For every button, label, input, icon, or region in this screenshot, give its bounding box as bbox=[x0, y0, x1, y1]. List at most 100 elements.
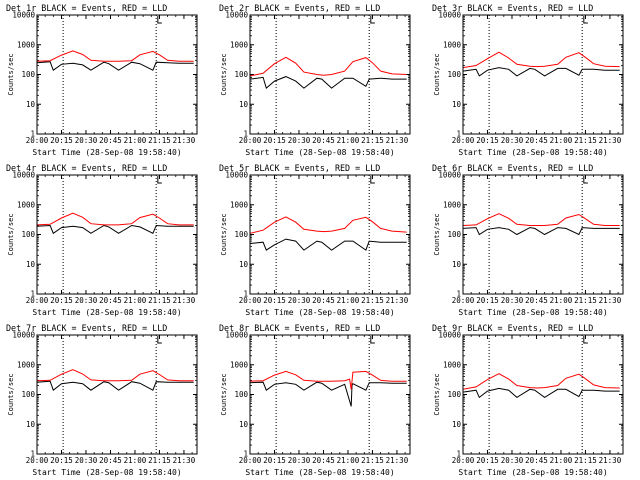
x-tick-label: 20:00 bbox=[26, 296, 49, 305]
x-tick-label: 20:30 bbox=[501, 136, 524, 145]
marker-bracket bbox=[583, 16, 588, 24]
x-tick-label: 20:45 bbox=[99, 296, 122, 305]
y-tick-label: 1000 bbox=[443, 360, 462, 369]
x-tick-label: 21:30 bbox=[386, 296, 409, 305]
x-axis-label: Start Time (28-Sep-08 19:58:40) bbox=[458, 148, 607, 157]
events-series-line bbox=[462, 67, 620, 77]
y-tick-label: 10 bbox=[452, 420, 462, 429]
plot-frame bbox=[462, 14, 624, 135]
x-tick-label: 20:45 bbox=[525, 296, 548, 305]
x-tick-label: 21:00 bbox=[550, 136, 573, 145]
y-axis-label: Counts/sec bbox=[220, 53, 228, 95]
chart-title: Det 3r BLACK = Events, RED = LLD bbox=[432, 3, 593, 13]
lld-series-line bbox=[462, 373, 620, 390]
marker-bracket bbox=[370, 176, 375, 184]
chart-title: Det 1r BLACK = Events, RED = LLD bbox=[6, 3, 167, 13]
x-tick-label: 21:15 bbox=[361, 456, 384, 465]
marker-bracket bbox=[157, 336, 162, 344]
x-tick-label: 21:00 bbox=[124, 136, 147, 145]
y-tick-label: 1 bbox=[30, 450, 35, 459]
x-tick-label: 21:30 bbox=[599, 456, 622, 465]
lld-series-line bbox=[249, 370, 407, 390]
plot-frame bbox=[249, 14, 411, 135]
plot-frame bbox=[36, 174, 198, 295]
chart-title: Det 4r BLACK = Events, RED = LLD bbox=[6, 163, 167, 173]
y-tick-label: 1000 bbox=[17, 200, 36, 209]
chart-panel-3: Det 3r BLACK = Events, RED = LLD Counts/s… bbox=[432, 3, 624, 157]
marker-bracket bbox=[370, 336, 375, 344]
x-tick-label: 20:00 bbox=[26, 456, 49, 465]
y-tick-label: 10000 bbox=[438, 331, 461, 340]
x-tick-label: 20:30 bbox=[288, 136, 311, 145]
x-tick-label: 20:00 bbox=[452, 136, 475, 145]
x-tick-label: 21:00 bbox=[124, 456, 147, 465]
x-tick-label: 21:30 bbox=[386, 136, 409, 145]
marker-bracket bbox=[370, 16, 375, 24]
lld-series-line bbox=[36, 369, 194, 382]
events-series-line bbox=[249, 381, 407, 407]
events-series-line bbox=[36, 61, 194, 71]
x-axis-label: Start Time (28-Sep-08 19:58:40) bbox=[245, 308, 394, 317]
chart-panel-4: Det 4r BLACK = Events, RED = LLD Counts/s… bbox=[6, 163, 198, 317]
x-tick-label: 21:00 bbox=[550, 456, 573, 465]
y-tick-label: 10000 bbox=[12, 331, 35, 340]
y-tick-label: 10 bbox=[239, 100, 249, 109]
y-axis-label: Counts/sec bbox=[7, 53, 15, 95]
x-tick-label: 20:30 bbox=[501, 296, 524, 305]
x-tick-label: 21:15 bbox=[148, 296, 171, 305]
y-tick-label: 10000 bbox=[225, 331, 248, 340]
x-axis-label: Start Time (28-Sep-08 19:58:40) bbox=[32, 148, 181, 157]
events-series-line bbox=[249, 238, 407, 251]
y-tick-label: 10000 bbox=[438, 171, 461, 180]
events-series-line bbox=[462, 387, 620, 399]
chart-title: Det 5r BLACK = Events, RED = LLD bbox=[219, 163, 380, 173]
x-tick-label: 21:15 bbox=[574, 456, 597, 465]
chart-panel-1: Det 1r BLACK = Events, RED = LLD Counts/s… bbox=[6, 3, 198, 157]
y-tick-label: 100 bbox=[234, 390, 248, 399]
chart-title: Det 7r BLACK = Events, RED = LLD bbox=[6, 323, 167, 333]
x-tick-label: 20:30 bbox=[75, 456, 98, 465]
plot-frame bbox=[249, 174, 411, 295]
x-tick-label: 20:30 bbox=[288, 296, 311, 305]
y-tick-label: 100 bbox=[21, 390, 35, 399]
y-tick-label: 1 bbox=[30, 290, 35, 299]
chart-title: Det 8r BLACK = Events, RED = LLD bbox=[219, 323, 380, 333]
x-tick-label: 20:15 bbox=[476, 296, 499, 305]
x-tick-label: 20:45 bbox=[312, 136, 335, 145]
y-axis-label: Counts/sec bbox=[7, 373, 15, 415]
lld-series-line bbox=[249, 56, 407, 77]
x-tick-label: 20:15 bbox=[476, 456, 499, 465]
x-tick-label: 20:00 bbox=[239, 296, 262, 305]
x-axis-label: Start Time (28-Sep-08 19:58:40) bbox=[32, 308, 181, 317]
x-tick-label: 21:30 bbox=[599, 296, 622, 305]
y-tick-label: 10 bbox=[26, 260, 36, 269]
events-series-line bbox=[36, 224, 194, 235]
y-tick-label: 1 bbox=[456, 450, 461, 459]
plot-frame bbox=[249, 334, 411, 455]
plot-frame bbox=[462, 334, 624, 455]
x-tick-label: 21:00 bbox=[337, 296, 360, 305]
x-tick-label: 21:15 bbox=[361, 136, 384, 145]
y-tick-label: 10000 bbox=[12, 11, 35, 20]
y-tick-label: 1 bbox=[456, 130, 461, 139]
x-tick-label: 20:30 bbox=[75, 296, 98, 305]
plot-frame bbox=[462, 174, 624, 295]
events-series-line bbox=[462, 227, 620, 236]
x-tick-label: 20:15 bbox=[50, 296, 73, 305]
x-tick-label: 20:30 bbox=[75, 136, 98, 145]
x-tick-label: 21:00 bbox=[550, 296, 573, 305]
x-tick-label: 20:15 bbox=[476, 136, 499, 145]
lld-series-line bbox=[462, 51, 620, 69]
x-tick-label: 20:45 bbox=[525, 456, 548, 465]
y-tick-label: 100 bbox=[447, 390, 461, 399]
y-axis-label: Counts/sec bbox=[433, 213, 441, 255]
x-tick-label: 20:15 bbox=[50, 136, 73, 145]
x-tick-label: 20:15 bbox=[263, 456, 286, 465]
y-tick-label: 10 bbox=[452, 100, 462, 109]
y-tick-label: 1000 bbox=[443, 200, 462, 209]
x-tick-label: 20:45 bbox=[99, 136, 122, 145]
marker-bracket bbox=[157, 176, 162, 184]
chart-panel-9: Det 9r BLACK = Events, RED = LLD Counts/s… bbox=[432, 323, 624, 477]
y-tick-label: 1000 bbox=[230, 360, 249, 369]
